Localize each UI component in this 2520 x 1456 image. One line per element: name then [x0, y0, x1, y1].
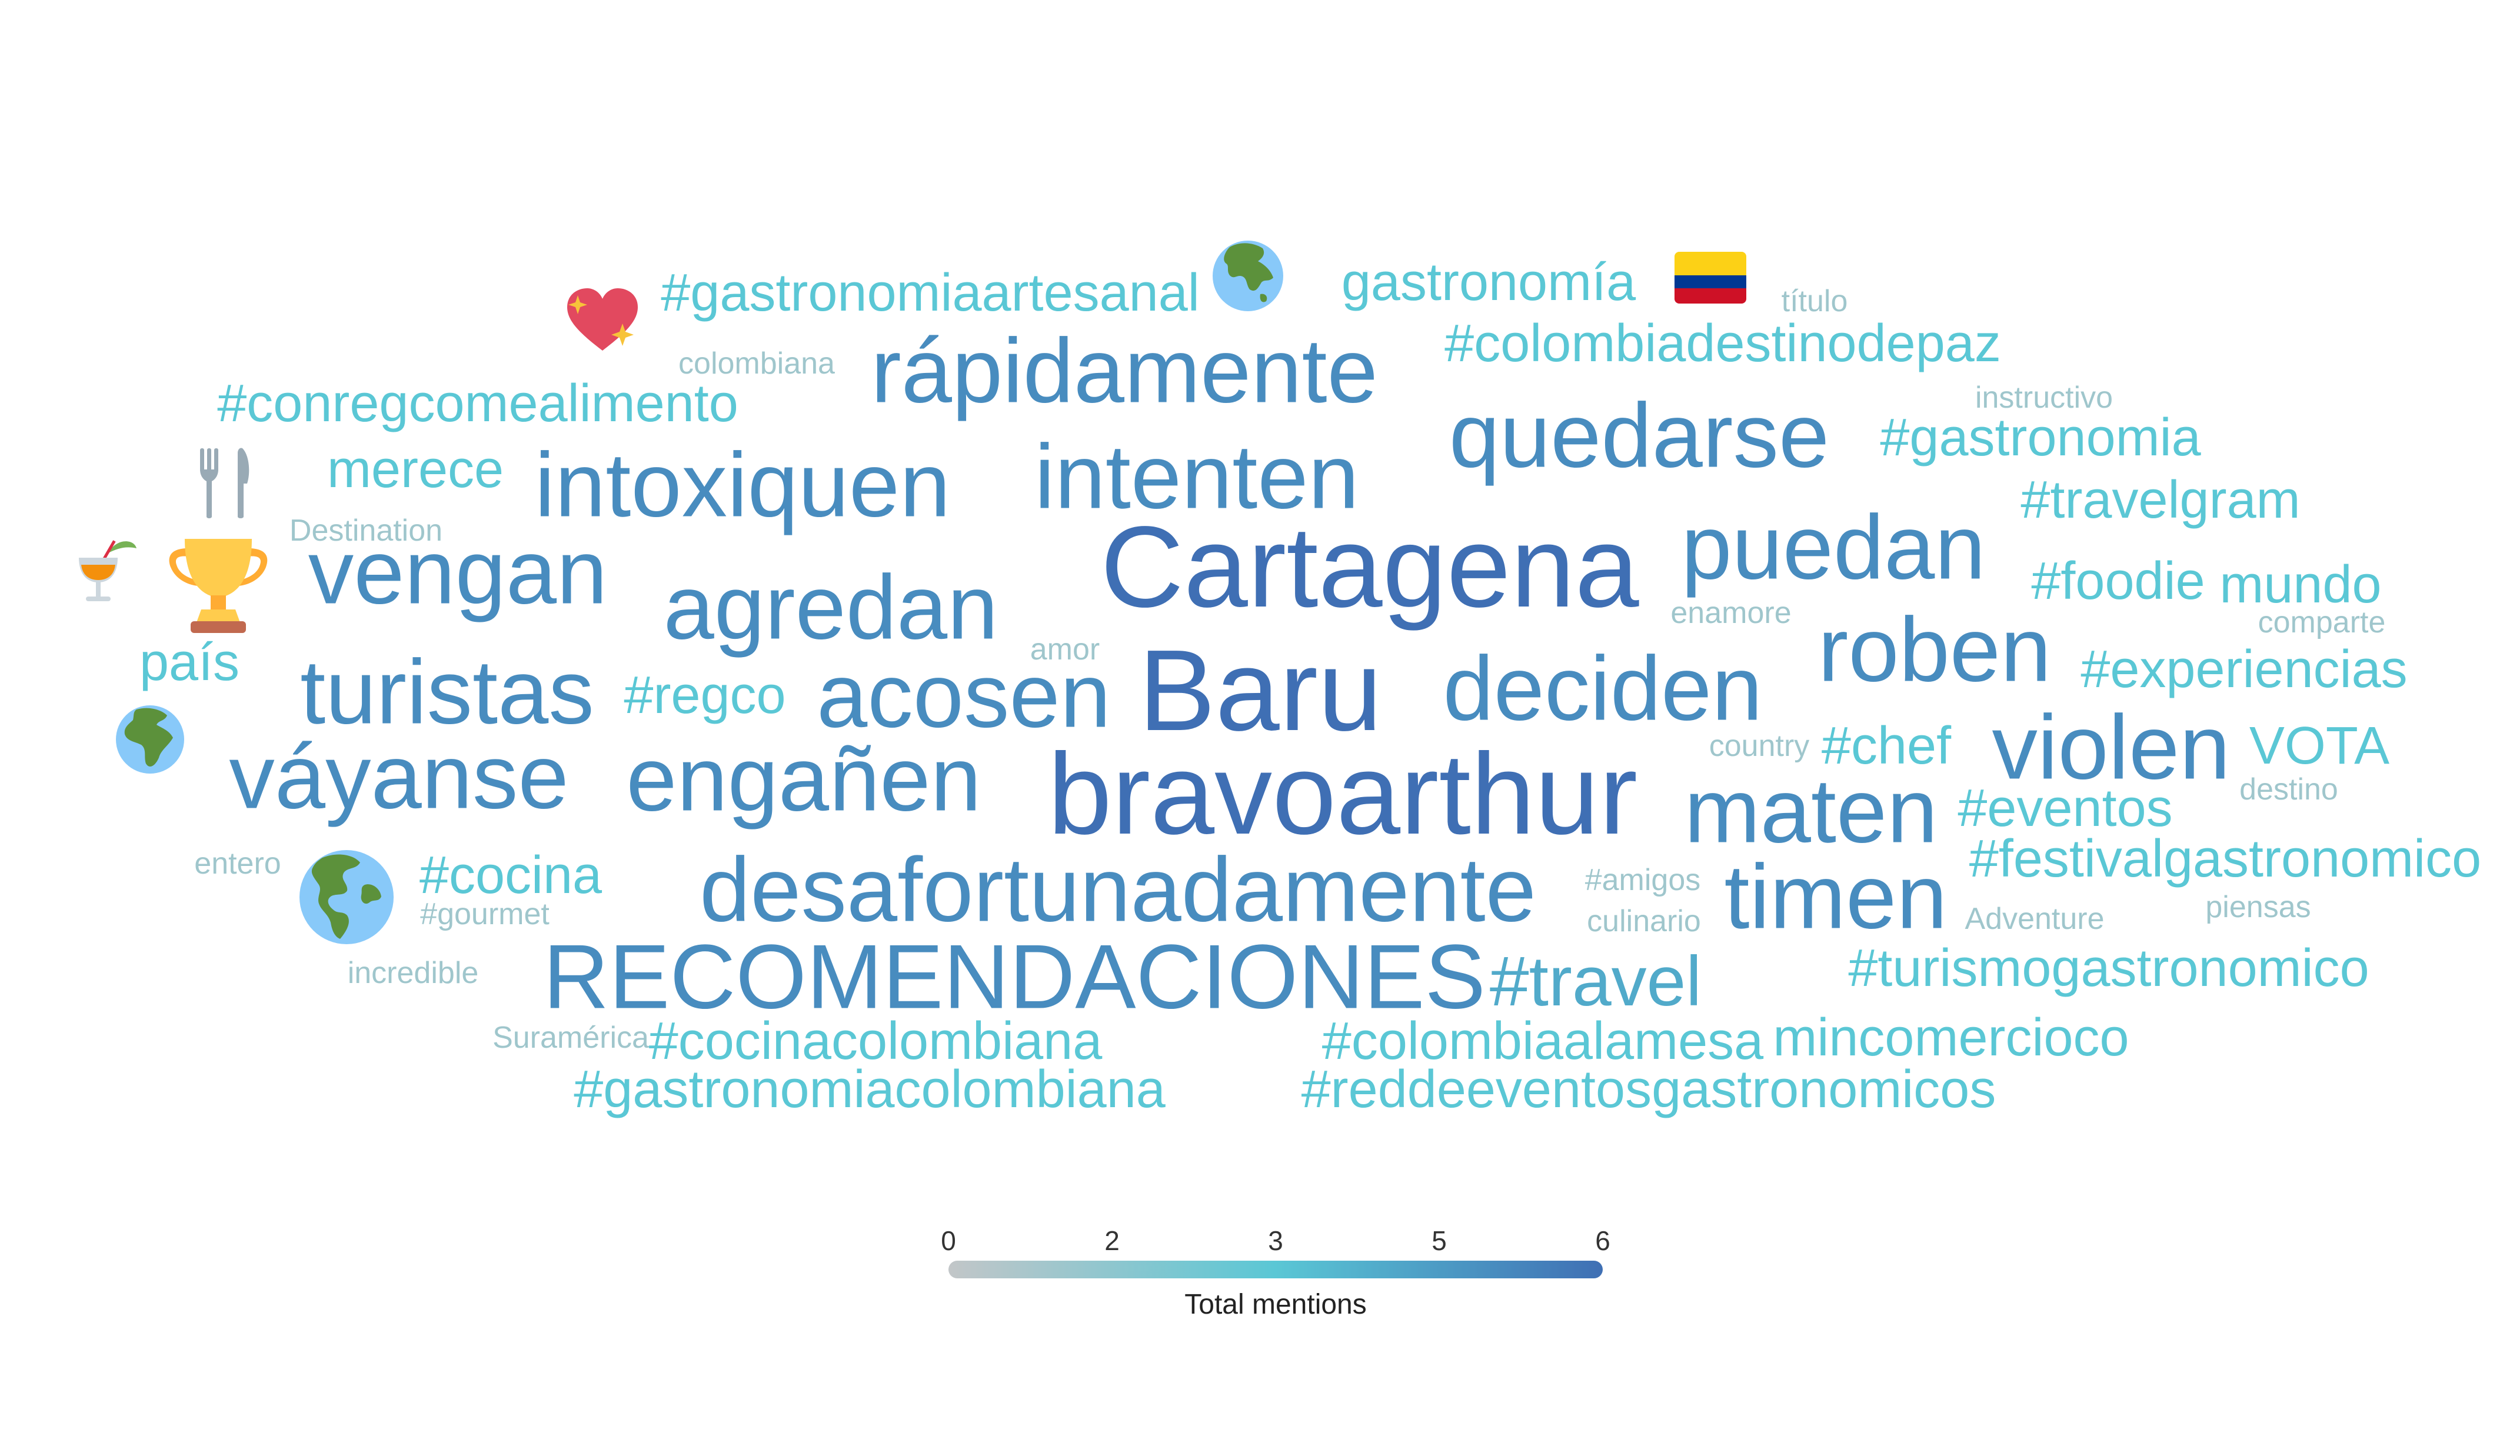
word-58: culinario — [1587, 904, 1701, 938]
word-43: mincomercioco — [1773, 1008, 2129, 1067]
word-55: entero — [194, 847, 281, 881]
colorbar — [948, 1261, 1603, 1278]
word-14: turistas — [300, 641, 594, 743]
word-8: rápidamente — [871, 319, 1378, 422]
word-35: #chef — [1821, 717, 1952, 775]
word-60: piensas — [2205, 890, 2311, 924]
word-1: Cartagena — [1100, 502, 1639, 631]
word-9: intoxiquen — [534, 434, 951, 536]
word-29: #travelgram — [2020, 471, 2301, 529]
word-30: #foodie — [2031, 552, 2205, 611]
word-24: gastronomía — [1341, 253, 1636, 312]
word-26: #conregcomealimento — [217, 374, 738, 433]
word-36: VOTA — [2249, 717, 2390, 775]
word-46: título — [1781, 284, 1848, 318]
word-21: timen — [1724, 845, 1948, 948]
word-5: quedarse — [1449, 384, 1830, 487]
globe-americas-icon — [299, 849, 394, 945]
word-37: #eventos — [1958, 779, 2173, 838]
word-6: violen — [1992, 696, 2231, 798]
colorbar-tick-5: 5 — [1432, 1225, 1447, 1256]
word-39: #festivalgastronomico — [1969, 829, 2482, 888]
word-50: enamore — [1670, 596, 1792, 630]
colorbar-title: Total mentions — [1184, 1289, 1367, 1320]
word-47: colombiana — [678, 346, 835, 381]
word-41: #cocinacolombiana — [648, 1012, 1103, 1071]
trophy-icon — [167, 537, 269, 634]
word-11: puedan — [1681, 496, 1986, 598]
word-28: merece — [327, 440, 504, 499]
word-57: #gourmet — [420, 897, 550, 931]
word-33: #regco — [624, 666, 786, 725]
word-13: agredan — [663, 556, 998, 658]
word-32: país — [139, 633, 240, 692]
word-59: Adventure — [1965, 902, 2105, 936]
word-54: destino — [2239, 772, 2338, 807]
word-22: #travel — [1489, 942, 1702, 1021]
colorbar-tick-2: 2 — [1104, 1225, 1120, 1256]
word-27: #gastronomia — [1880, 408, 2201, 467]
colorbar-tick-3: 3 — [1268, 1225, 1283, 1256]
word-12: vengan — [308, 521, 608, 623]
word-53: country — [1709, 729, 1810, 763]
word-42: #colombiaalamesa — [1321, 1012, 1764, 1071]
word-19: engañen — [626, 728, 981, 830]
word-18: váyanse — [229, 725, 569, 828]
word-48: instructivo — [1975, 381, 2113, 415]
word-62: Suramérica — [492, 1021, 649, 1055]
word-44: #gastronomiacolombiana — [574, 1060, 1166, 1119]
colorbar-tick-6: 6 — [1595, 1225, 1610, 1256]
word-45: #reddeeventosgastronomicos — [1301, 1060, 1996, 1119]
word-23: #gastronomiaartesanal — [661, 264, 1200, 322]
sparkling-heart-icon — [566, 287, 639, 353]
word-10: intenten — [1034, 425, 1359, 528]
word-61: incredible — [347, 956, 479, 990]
word-4: RECOMENDACIONES — [543, 925, 1486, 1028]
word-3: Baru — [1138, 626, 1383, 755]
colorbar-tick-0: 0 — [941, 1225, 956, 1256]
word-52: amor — [1030, 632, 1100, 667]
word-25: #colombiadestinodepaz — [1444, 314, 2001, 373]
word-15: acosen — [817, 644, 1111, 747]
globe-africa-icon — [115, 705, 185, 774]
word-20: maten — [1684, 759, 1938, 862]
word-31: mundo — [2219, 555, 2382, 614]
colombia-flag-icon — [1675, 252, 1746, 304]
word-51: comparte — [2258, 605, 2386, 639]
word-34: #experiencias — [2080, 640, 2408, 699]
fork-and-knife-icon — [198, 447, 252, 520]
word-2: bravoarthur — [1047, 729, 1638, 858]
word-16: deciden — [1443, 637, 1763, 739]
word-7: desafortunadamente — [700, 838, 1536, 941]
word-17: roben — [1817, 598, 2052, 701]
globe-asia-icon — [1212, 240, 1284, 312]
word-38: #cocina — [419, 846, 602, 905]
word-40: #turismogastronomico — [1848, 939, 2369, 998]
word-56: #amigos — [1584, 863, 1701, 897]
word-49: Destination — [289, 514, 443, 548]
tropical-drink-icon — [75, 535, 138, 605]
